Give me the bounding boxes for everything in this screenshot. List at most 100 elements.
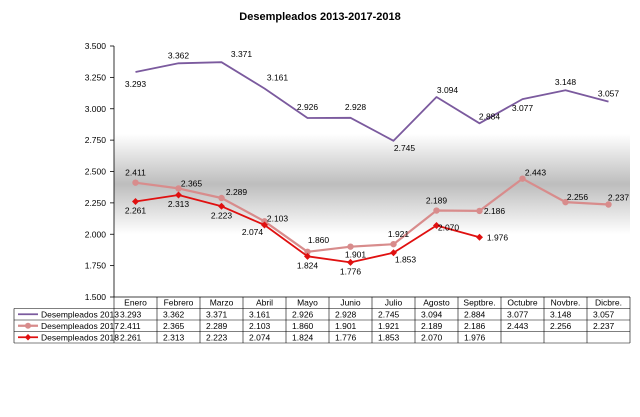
y-tick-label: 3.000	[85, 104, 107, 114]
data-label: 3.148	[555, 77, 577, 87]
table-cell-value: 2.261	[120, 332, 142, 342]
data-label: 3.161	[267, 73, 289, 83]
table-cell-value: 2.074	[249, 332, 271, 342]
y-tick-label: 3.250	[85, 72, 107, 82]
series-line-2	[135, 177, 609, 253]
table-cell-value: 2.189	[421, 321, 443, 331]
table-cell-value: 2.745	[378, 309, 400, 319]
data-label: 2.411	[125, 168, 146, 178]
data-label: 2.189	[426, 196, 448, 206]
data-label: 2.223	[211, 210, 233, 220]
series-point	[476, 207, 483, 215]
table-cell-value: 3.293	[120, 309, 142, 319]
y-tick-label: 3.500	[85, 41, 107, 51]
series-point	[433, 207, 440, 214]
data-label: 2.256	[567, 192, 589, 202]
table-cell-value: 3.077	[507, 309, 529, 319]
data-label: 2.070	[438, 222, 460, 232]
table-cell-value: 2.313	[163, 332, 185, 342]
series-point	[519, 175, 526, 182]
y-tick-label: 1.750	[85, 261, 107, 271]
table-cell-value: 1.921	[378, 321, 400, 331]
data-label: 3.057	[598, 89, 620, 99]
x-category-label: Octubre	[507, 298, 538, 308]
series-point	[218, 202, 225, 210]
table-cell-value: 3.094	[421, 309, 443, 319]
data-label: 3.362	[168, 50, 190, 60]
series-point	[175, 185, 182, 192]
data-label: 2.186	[484, 206, 506, 216]
legend-key-marker	[25, 322, 31, 329]
y-tick-label: 2.500	[85, 167, 107, 177]
x-category-label: Agosto	[423, 298, 450, 308]
series-point	[347, 258, 354, 266]
data-label: 2.926	[297, 102, 319, 112]
data-label: 2.074	[242, 227, 264, 237]
series-point	[132, 179, 139, 186]
x-category-label: Marzo	[210, 298, 234, 308]
x-category-label: Junio	[340, 298, 361, 308]
data-label: 1.976	[487, 232, 509, 242]
data-label: 1.860	[308, 235, 330, 245]
data-label: 3.077	[512, 103, 534, 113]
table-cell-value: 2.103	[249, 321, 271, 331]
data-label: 2.289	[226, 187, 248, 197]
y-tick-label: 1.500	[85, 292, 107, 302]
table-cell-value: 2.289	[206, 321, 228, 331]
table-cell-value: 1.776	[335, 332, 357, 342]
data-label: 2.884	[479, 111, 501, 121]
data-label: 2.313	[168, 199, 190, 209]
x-category-label: Febrero	[164, 298, 194, 308]
table-cell-value: 1.824	[292, 332, 314, 342]
table-cell-value: 2.070	[421, 332, 443, 342]
y-tick-label: 2.250	[85, 198, 107, 208]
table-cell-value: 3.057	[593, 309, 615, 319]
series-point	[304, 252, 311, 260]
data-label: 2.261	[125, 205, 147, 215]
y-axis: 1.500 1.750 2.000 2.250 2.500 2.750 3.000 3.250…	[85, 41, 115, 302]
data-label: 2.103	[267, 213, 289, 223]
legend-key-marker	[24, 334, 32, 341]
x-category-label: Abril	[256, 298, 273, 308]
series-layer	[132, 61, 612, 266]
series-point	[261, 221, 268, 229]
series-point	[390, 249, 397, 257]
table-cell-value: 2.411	[120, 321, 141, 331]
table-cell-value: 3.161	[249, 309, 271, 319]
data-label: 3.371	[231, 49, 253, 59]
data-label: 1.853	[395, 255, 417, 265]
table-cell-value: 1.860	[292, 321, 314, 331]
series-point	[304, 248, 311, 256]
table-cell-value: 1.976	[464, 332, 486, 342]
series-point	[218, 194, 225, 202]
x-category-label: Julio	[385, 298, 403, 308]
table-cell-value: 2.443	[507, 321, 529, 331]
series-point	[433, 221, 440, 229]
data-label: 1.921	[388, 229, 410, 239]
table-cell-value: 2.186	[464, 321, 486, 331]
table-cell-value: 2.237	[593, 321, 615, 331]
y-tick-label: 2.000	[85, 229, 107, 239]
data-labels: 3.293 3.362 3.371 3.161 2.926 2.928 2.745 3.094…	[125, 49, 630, 276]
series-point	[132, 197, 139, 205]
x-category-label: Enero	[124, 298, 147, 308]
legend-series-name: Desempleados 2017	[41, 321, 119, 331]
data-label: 1.776	[340, 266, 362, 276]
data-label: 3.094	[437, 85, 459, 95]
chart-title: Desempleados 2013-2017-2018	[239, 11, 400, 23]
data-label: 1.824	[297, 260, 319, 270]
series-point	[390, 240, 397, 248]
legend-series-name: Desempleados 2018	[41, 332, 119, 342]
x-category-label: Novbre.	[551, 298, 581, 308]
x-category-label: Septbre.	[463, 298, 495, 308]
data-label: 2.745	[394, 143, 416, 153]
table-cell-value: 3.371	[206, 309, 228, 319]
data-table: Enero Febrero Marzo Abril Mayo Junio Julio Agos…	[13, 296, 631, 344]
table-cell-value: 2.256	[550, 321, 572, 331]
table-cell-value: 2.926	[292, 309, 314, 319]
table-cell-value: 3.362	[163, 309, 185, 319]
table-cell-value: 1.853	[378, 332, 400, 342]
series-point	[261, 218, 268, 225]
series-point	[347, 243, 354, 250]
